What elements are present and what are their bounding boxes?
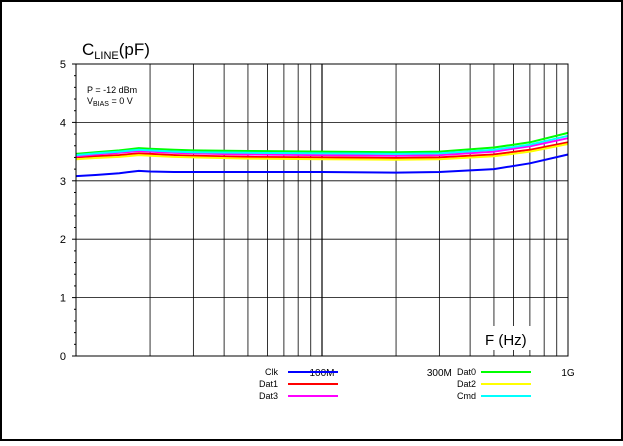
y-tick-label: 5 bbox=[60, 59, 66, 71]
x-tick-label: 100M bbox=[309, 368, 334, 379]
grid bbox=[76, 64, 568, 356]
series-lines bbox=[75, 131, 569, 178]
series-line-dat3 bbox=[75, 137, 569, 158]
legend-label-dat0: Dat0 bbox=[457, 367, 476, 377]
legend-label-dat1: Dat1 bbox=[259, 379, 278, 389]
legend: Clk Dat1 Dat3 Dat0 Dat2 Cmd bbox=[259, 367, 531, 401]
x-axis-title: F (Hz) bbox=[485, 332, 527, 349]
legend-label-clk: Clk bbox=[265, 367, 278, 377]
series-line-dat2 bbox=[75, 143, 569, 161]
series-line-cmd bbox=[75, 134, 569, 157]
y-tick-label: 2 bbox=[60, 234, 66, 246]
x-tick-label: 300M bbox=[427, 368, 452, 379]
y-tick-label: 4 bbox=[60, 117, 66, 129]
series-line-dat1 bbox=[75, 141, 569, 159]
y-tick-label: 3 bbox=[60, 176, 66, 188]
series-line-dat0 bbox=[75, 131, 569, 155]
y-tick-label: 1 bbox=[60, 293, 66, 305]
y-tick-label: 0 bbox=[60, 351, 66, 363]
plot-border bbox=[75, 63, 569, 357]
x-axis-ticks: 100M 300M 1G bbox=[309, 368, 574, 379]
condition-power: P = -12 dBm bbox=[87, 85, 137, 95]
legend-label-dat2: Dat2 bbox=[457, 379, 476, 389]
legend-label-cmd: Cmd bbox=[457, 391, 476, 401]
y-axis-title: CLINE(pF) bbox=[82, 40, 150, 62]
x-tick-label: 1G bbox=[561, 368, 575, 379]
condition-bias: VBIAS = 0 V bbox=[87, 96, 133, 108]
x-axis-title-box bbox=[474, 326, 542, 350]
y-axis-ticks: 0 1 2 3 4 5 bbox=[60, 59, 76, 363]
series-line-clk bbox=[75, 153, 569, 178]
legend-label-dat3: Dat3 bbox=[259, 391, 278, 401]
